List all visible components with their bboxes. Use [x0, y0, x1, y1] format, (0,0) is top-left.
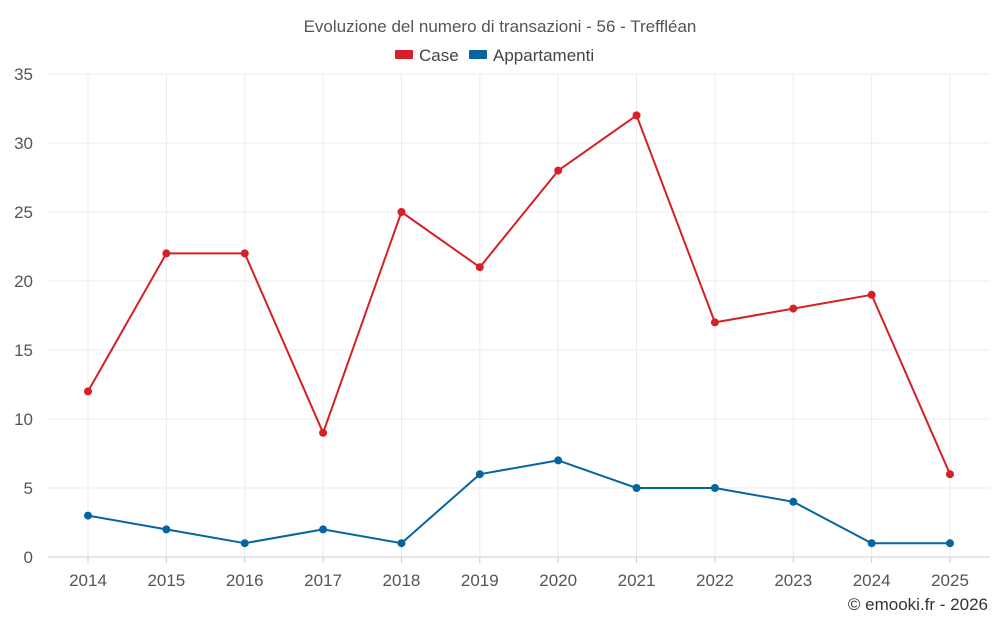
series-case	[84, 111, 954, 479]
x-tick-label: 2020	[539, 571, 577, 590]
legend-item-case[interactable]: Case	[395, 46, 459, 65]
gridlines	[48, 73, 990, 558]
chart-title: Evoluzione del numero di transazioni - 5…	[304, 17, 697, 36]
y-tick-label: 0	[24, 548, 33, 567]
data-point-case-2017[interactable]	[319, 428, 328, 437]
x-tick-label: 2019	[461, 571, 499, 590]
x-tick-label: 2022	[696, 571, 734, 590]
data-point-appartamenti-2019[interactable]	[475, 470, 484, 479]
data-point-case-2023[interactable]	[789, 304, 798, 313]
data-point-case-2020[interactable]	[554, 166, 563, 175]
data-point-case-2019[interactable]	[475, 263, 484, 272]
x-tick-label: 2018	[383, 571, 421, 590]
series-line-case	[87, 114, 951, 475]
data-point-appartamenti-2025[interactable]	[946, 539, 954, 548]
data-point-case-2015[interactable]	[162, 249, 171, 258]
data-point-appartamenti-2023[interactable]	[789, 497, 798, 506]
legend: Case Appartamenti	[395, 46, 594, 65]
y-axis: 0 5 10 15 20 25 30 35	[14, 65, 33, 567]
x-axis: 2014 2015 2016 2017 2018 2019 2020 2021 2022 2023…	[69, 557, 969, 590]
x-tick-label: 2023	[774, 571, 812, 590]
data-point-case-2021[interactable]	[632, 111, 641, 120]
data-point-case-2022[interactable]	[710, 318, 719, 327]
data-point-appartamenti-2015[interactable]	[162, 525, 171, 534]
y-tick-label: 10	[14, 410, 33, 429]
legend-swatch-appartamenti	[469, 50, 487, 59]
data-point-appartamenti-2022[interactable]	[710, 484, 719, 492]
data-point-appartamenti-2017[interactable]	[319, 525, 328, 534]
legend-swatch-case	[395, 50, 413, 59]
y-tick-label: 35	[14, 65, 33, 84]
data-point-case-2024[interactable]	[867, 290, 876, 299]
y-tick-label: 15	[14, 341, 33, 360]
y-tick-label: 25	[14, 203, 33, 222]
x-tick-label: 2024	[853, 571, 891, 590]
data-point-appartamenti-2024[interactable]	[867, 539, 876, 548]
legend-item-appartamenti[interactable]: Appartamenti	[469, 46, 594, 65]
data-point-case-2014[interactable]	[84, 387, 92, 396]
y-tick-label: 20	[14, 272, 33, 291]
legend-label-appartamenti: Appartamenti	[493, 46, 594, 65]
x-tick-label: 2015	[147, 571, 185, 590]
x-tick-label: 2025	[931, 571, 969, 590]
legend-label-case: Case	[419, 46, 459, 65]
data-point-case-2016[interactable]	[240, 249, 249, 258]
credit-text: © emooki.fr - 2026	[848, 595, 988, 614]
data-point-case-2025[interactable]	[946, 470, 954, 479]
data-point-case-2018[interactable]	[397, 208, 406, 216]
data-point-appartamenti-2018[interactable]	[397, 539, 406, 548]
y-tick-label: 30	[14, 134, 33, 153]
x-tick-label: 2021	[618, 571, 656, 590]
y-tick-label: 5	[24, 479, 33, 498]
x-tick-label: 2017	[304, 571, 342, 590]
series-appartamenti	[84, 456, 954, 548]
data-point-appartamenti-2020[interactable]	[554, 456, 563, 465]
series	[84, 111, 954, 548]
data-point-appartamenti-2014[interactable]	[84, 511, 92, 520]
series-line-appartamenti	[87, 459, 950, 545]
data-point-appartamenti-2021[interactable]	[632, 484, 641, 492]
x-tick-label: 2014	[69, 571, 107, 590]
x-tick-label: 2016	[226, 571, 264, 590]
data-point-appartamenti-2016[interactable]	[240, 539, 249, 548]
